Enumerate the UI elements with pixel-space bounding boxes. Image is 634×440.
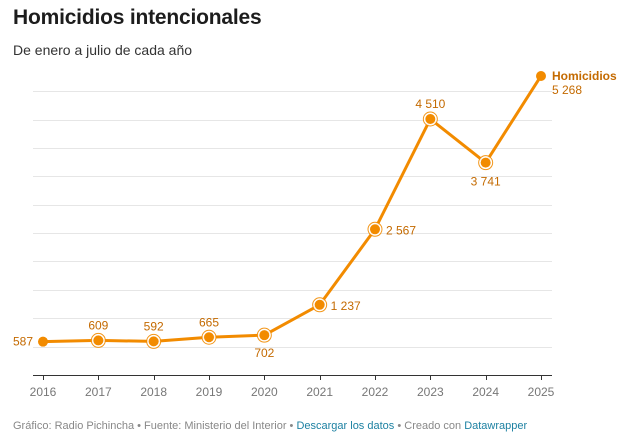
gridlines xyxy=(33,91,552,348)
data-point xyxy=(204,332,214,343)
data-point xyxy=(93,335,104,346)
data-label: 592 xyxy=(144,319,164,333)
separator: • xyxy=(134,420,145,432)
data-label: 587 xyxy=(13,335,33,349)
x-tick-label: 2021 xyxy=(306,385,333,399)
x-tick-label: 2016 xyxy=(30,385,57,399)
data-label: 4 510 xyxy=(415,97,445,111)
datawrapper-link[interactable]: Datawrapper xyxy=(464,420,528,432)
data-label: 1 237 xyxy=(331,299,361,313)
data-point xyxy=(259,330,270,341)
data-point xyxy=(425,114,436,124)
data-label: 609 xyxy=(88,318,108,332)
data-label: 5 268 xyxy=(552,83,582,97)
x-tick-label: 2025 xyxy=(528,385,555,399)
x-tick-label: 2020 xyxy=(251,385,278,399)
chart-footer: Gráfico: Radio Pichincha • Fuente: Minis… xyxy=(13,420,527,432)
data-point xyxy=(38,336,48,347)
x-tick-label: 2023 xyxy=(417,385,444,399)
line-chart: 2016 2017 2018 2019 2020 2021 2022 2023 2024 2025… xyxy=(13,69,617,399)
series-name-label: Homicidios xyxy=(552,69,617,83)
x-tick-label: 2019 xyxy=(196,385,223,399)
data-label: 3 741 xyxy=(471,175,501,189)
download-data-link[interactable]: Descargar los datos xyxy=(296,420,395,432)
credit-text: Gráfico: Radio Pichincha xyxy=(13,420,135,432)
data-labels: 587 609 592 665 702 1 237 2 567 4 510 3 741 5 268… xyxy=(13,69,617,360)
series-line xyxy=(41,74,543,344)
source-text: Fuente: Ministerio del Interior xyxy=(144,420,287,432)
data-label: 2 567 xyxy=(386,223,416,237)
x-tick-label: 2022 xyxy=(362,385,389,399)
data-point xyxy=(480,157,491,168)
data-point xyxy=(536,70,546,81)
x-tick-label: 2024 xyxy=(472,385,499,399)
data-point xyxy=(314,299,325,310)
separator: • xyxy=(394,420,405,432)
data-point xyxy=(370,224,380,235)
x-tick-label: 2017 xyxy=(85,385,112,399)
chart-title: Homicidios intencionales xyxy=(13,6,262,29)
created-with-text: Creado con xyxy=(404,420,462,432)
series-homicidios xyxy=(38,70,546,349)
data-label: 702 xyxy=(254,346,274,360)
data-label: 665 xyxy=(199,315,219,329)
data-point xyxy=(148,336,159,347)
x-tick-label: 2018 xyxy=(140,385,167,399)
separator: • xyxy=(286,420,297,432)
x-axis: 2016 2017 2018 2019 2020 2021 2022 2023 2024 2025 xyxy=(30,375,555,399)
chart-subtitle: De enero a julio de cada año xyxy=(13,42,193,58)
